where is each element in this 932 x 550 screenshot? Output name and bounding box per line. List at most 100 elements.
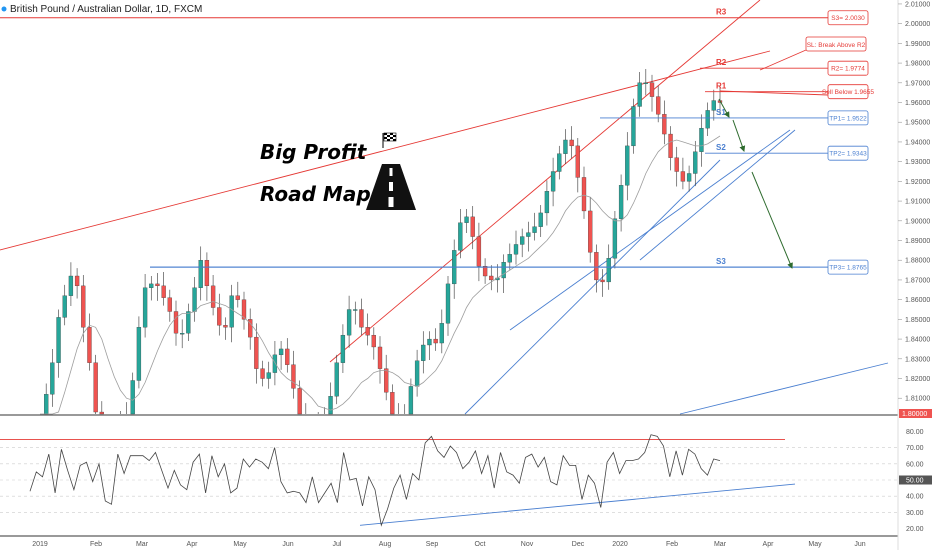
bullish-candle — [62, 295, 67, 318]
bullish-candle — [538, 212, 543, 227]
bearish-candle — [285, 348, 290, 365]
price-tick-label: 1.92000 — [905, 179, 930, 186]
level-s3: S3 TP3= 1.8765 — [150, 257, 869, 275]
grid — [0, 0, 899, 550]
bullish-candle — [686, 173, 692, 182]
bearish-candle — [588, 210, 593, 253]
bullish-candle — [266, 372, 271, 379]
bullish-candle — [705, 110, 710, 129]
stop-loss-label: SL: Break Above R2 — [807, 42, 866, 49]
rsi-current-label: 50.00 — [906, 478, 924, 485]
current-price-label: 1.80000 — [902, 411, 927, 418]
level-box — [827, 84, 869, 100]
bullish-candle — [272, 354, 278, 373]
bullish-candle — [618, 185, 624, 219]
bearish-candle — [87, 327, 92, 363]
time-tick-label: Feb — [666, 541, 678, 548]
level-r1: R1 Sell Below 1.9655 — [705, 82, 874, 100]
rsi-tick-label: 80.00 — [906, 429, 924, 436]
r1-connector — [719, 90, 829, 96]
bearish-candle — [291, 364, 296, 389]
bullish-candle — [340, 334, 346, 363]
bullish-candle — [421, 344, 426, 361]
bullish-candle — [186, 311, 191, 334]
time-tick-label: 2019 — [32, 541, 48, 548]
bullish-candle — [278, 348, 284, 356]
bearish-candle — [489, 275, 494, 281]
level-s1: S1 TP1= 1.9522 — [600, 108, 869, 126]
price-tick-label: 1.85000 — [905, 317, 930, 324]
target-arrow — [751, 171, 793, 269]
bearish-candle — [594, 252, 599, 281]
bearish-candle — [359, 309, 364, 328]
time-tick-label: Nov — [521, 541, 534, 548]
price-tick-label: 1.87000 — [905, 277, 930, 284]
level-name: S2 — [716, 143, 726, 152]
bullish-candle — [612, 218, 618, 259]
bullish-candle — [693, 151, 698, 174]
level-r3: R3 S3= 2.0030 — [0, 8, 869, 26]
moving-average-line — [40, 135, 721, 415]
bearish-candle — [377, 346, 383, 369]
bearish-candle — [433, 338, 438, 344]
rsi-tick-label: 60.00 — [906, 461, 924, 468]
bullish-candle — [458, 222, 463, 251]
bullish-candle — [501, 262, 506, 279]
trend-lines — [0, 0, 889, 415]
bullish-candle — [563, 139, 568, 154]
road-icon — [366, 164, 416, 210]
price-tick-label: 1.94000 — [905, 139, 930, 146]
chart-title: British Pound / Australian Dollar, 1D, F… — [10, 4, 202, 15]
resistance-trendline-steep — [329, 0, 761, 363]
price-tick-label: 2.01000 — [905, 1, 930, 8]
level-label: R2= 1.9774 — [831, 66, 865, 73]
target-arrow — [718, 98, 730, 118]
bullish-candle — [532, 226, 537, 233]
price-tick-label: 1.83000 — [905, 356, 930, 363]
time-tick-label: Mar — [714, 541, 727, 548]
rsi-tick-label: 70.00 — [906, 445, 924, 452]
level-box — [827, 259, 869, 275]
resistance-trendline-long — [0, 50, 771, 251]
bearish-candle — [241, 299, 247, 320]
checkered-flag-icon — [382, 132, 397, 148]
bullish-candle — [711, 100, 716, 111]
price-tick-label: 2.00000 — [905, 21, 930, 28]
bullish-candle — [353, 309, 358, 311]
support-trendline-mid — [509, 129, 791, 331]
bearish-candle — [74, 275, 80, 287]
bearish-candle — [390, 392, 395, 415]
level-label: TP1= 1.9522 — [829, 115, 867, 122]
axes: 2.01000 2.00000 1.99000 1.98000 1.97000 1.960… — [32, 1, 932, 548]
time-tick-label: Dec — [572, 541, 585, 548]
bullish-candle — [50, 362, 55, 395]
bullish-candle — [68, 275, 74, 296]
bearish-candle — [235, 295, 240, 300]
time-tick-label: Aug — [379, 541, 392, 548]
bearish-candle — [569, 139, 574, 147]
bearish-candle — [668, 133, 673, 158]
bullish-candle — [130, 380, 135, 415]
rsi-tick-label: 20.00 — [906, 526, 924, 533]
support-trendline-low — [679, 362, 889, 415]
time-tick-label: May — [233, 541, 247, 548]
rsi-tick-label: 40.00 — [906, 494, 924, 501]
bullish-candle — [229, 295, 234, 328]
bearish-candle — [680, 171, 686, 182]
projection-arrows — [718, 98, 793, 269]
rsi-pane — [0, 434, 898, 527]
bearish-candle — [470, 216, 475, 237]
price-tick-label: 1.81000 — [905, 396, 930, 403]
bearish-candle — [161, 285, 166, 298]
bearish-candle — [662, 114, 667, 135]
level-name: R3 — [716, 8, 727, 17]
time-tick-label: Oct — [475, 541, 486, 548]
bearish-candle — [384, 368, 389, 393]
level-lines: R3 S3= 2.0030 R2 R2= 1.9774 R1 Sell Below 1.9… — [0, 8, 874, 275]
bullish-candle — [334, 362, 339, 397]
bullish-candle — [136, 327, 142, 381]
time-tick-label: Sep — [426, 541, 439, 548]
bearish-candle — [476, 236, 482, 267]
bullish-candle — [328, 396, 333, 415]
